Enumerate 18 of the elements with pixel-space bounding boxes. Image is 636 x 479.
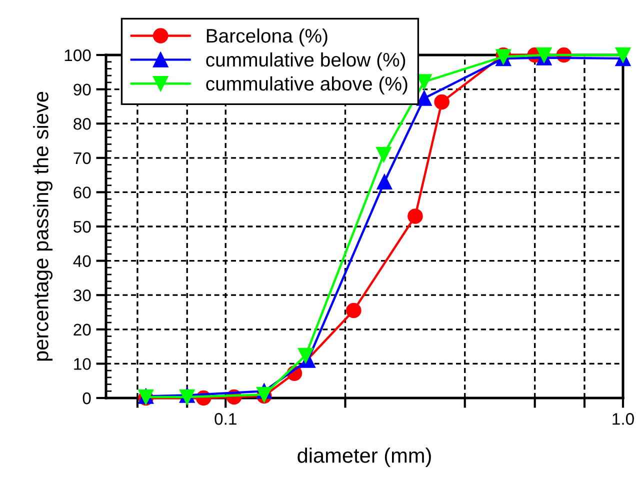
legend-label: cummulative above (%) [206,76,408,94]
x-axis-title: diameter (mm) [298,448,431,467]
y-tick-label: 80 [74,118,91,130]
y-tick-label: 20 [74,324,91,336]
y-tick-label: 10 [74,358,91,370]
y-tick-label: 90 [74,84,91,96]
y-axis-title: percentage passing the sieve [33,92,52,361]
y-tick-label: 100 [64,49,91,62]
legend-label: Barcelona (%) [206,28,328,47]
y-tick-label: 70 [74,152,91,164]
y-tick-label: 30 [74,290,91,302]
y-tick-label: 0 [82,392,91,404]
y-tick-label: 40 [73,255,91,268]
legend-label: cummulative below (%) [206,52,406,71]
y-tick-label: 60 [74,186,91,198]
y-tick-label: 50 [74,220,91,233]
x-tick-label: 1.0 [612,413,634,425]
x-tick-label: 0.1 [214,413,236,425]
